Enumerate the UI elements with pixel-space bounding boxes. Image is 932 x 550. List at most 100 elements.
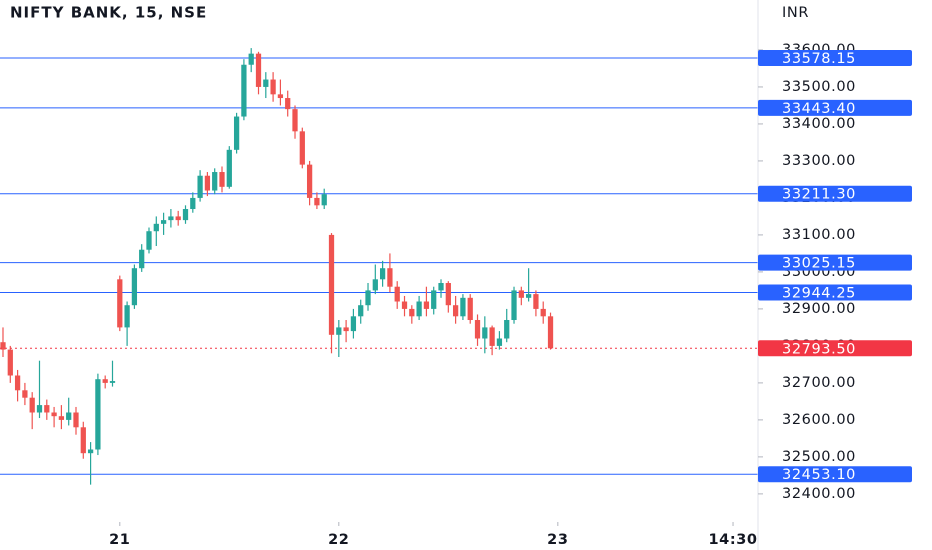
level-label: 33025.15 — [782, 256, 856, 272]
candle-body — [22, 390, 28, 398]
candle-body — [460, 297, 466, 317]
candle-body — [525, 294, 532, 298]
currency-label: INR — [782, 5, 809, 21]
level-box — [758, 185, 912, 202]
candle-body — [343, 327, 349, 332]
candle-body — [299, 131, 305, 165]
candle-body — [452, 305, 459, 317]
candle-body — [44, 405, 50, 413]
candle-body — [102, 379, 108, 383]
candle-body — [190, 197, 196, 210]
candle-body — [153, 223, 159, 232]
y-tick-label: 32400.00 — [782, 486, 856, 502]
level-box — [758, 284, 912, 301]
y-tick-label: 33400.00 — [782, 116, 856, 132]
y-tick-label: 33100.00 — [782, 227, 856, 243]
y-tick-label: 33300.00 — [782, 153, 856, 169]
chart-title: NIFTY BANK, 15, NSE — [10, 4, 207, 22]
y-tick-label: 32600.00 — [782, 412, 856, 428]
x-tick-label: 21 — [109, 532, 130, 548]
candle-body — [372, 279, 378, 291]
candle-body — [474, 320, 481, 339]
candle-body — [160, 220, 167, 224]
candle-body — [36, 405, 43, 413]
candle-body — [29, 397, 35, 413]
candle-body — [489, 327, 495, 346]
candle-body — [431, 290, 437, 309]
candle-body — [387, 268, 393, 287]
candle-body — [131, 268, 138, 306]
candle-body — [14, 375, 21, 391]
candle-body — [336, 327, 342, 335]
candle-body — [270, 79, 276, 95]
candle-body — [401, 301, 408, 309]
candle-body — [248, 53, 254, 65]
candle-body — [423, 301, 430, 309]
last-price-box — [758, 340, 912, 357]
level-label: 32453.10 — [782, 467, 856, 483]
candle-body — [212, 172, 218, 191]
candle-body — [482, 327, 488, 339]
candle-body — [321, 194, 327, 206]
candle-body — [226, 149, 232, 187]
y-tick-label: 32900.00 — [782, 301, 856, 317]
candle-body — [533, 294, 539, 309]
level-label: 32944.25 — [782, 286, 856, 302]
candle-body — [87, 449, 94, 454]
x-tick-label: 22 — [328, 532, 349, 548]
candle-body — [438, 283, 444, 291]
candle-body — [197, 175, 203, 198]
candle-body — [365, 290, 371, 306]
level-label: 33443.40 — [782, 101, 856, 117]
candle-body — [241, 64, 247, 117]
price-axis: 32400.0032500.0032600.0032700.0032800.00… — [758, 42, 912, 502]
candle-body — [109, 381, 116, 383]
candle-body — [95, 379, 101, 450]
level-box — [758, 99, 912, 116]
candle-body — [255, 53, 262, 87]
candle-body — [511, 290, 517, 321]
plot-area — [0, 48, 758, 485]
candle-body — [547, 316, 554, 349]
x-tick-label: 23 — [547, 532, 568, 548]
candle-body — [124, 305, 130, 328]
candle-body — [328, 234, 335, 335]
y-tick-label: 33500.00 — [782, 79, 856, 95]
candle-body — [277, 94, 284, 99]
level-label: 33578.15 — [782, 51, 856, 67]
candle-body — [204, 175, 211, 191]
candle-body — [51, 412, 57, 417]
candle-body — [182, 209, 189, 221]
candle-body — [66, 412, 72, 420]
candle-body — [306, 164, 313, 198]
candle-body — [540, 308, 546, 317]
price-axis-panel — [758, 0, 932, 550]
candle-body — [504, 320, 510, 339]
candle-body — [80, 427, 86, 454]
x-tick-label: 14:30 — [708, 532, 757, 548]
candle-body — [358, 305, 364, 317]
level-box — [758, 466, 912, 483]
candle-body — [219, 172, 225, 187]
candle-body — [445, 283, 451, 306]
candle-body — [117, 279, 123, 328]
candle-body — [292, 109, 298, 132]
level-label: 33211.30 — [782, 187, 856, 203]
candle-body — [263, 79, 269, 87]
last-price-label: 32793.50 — [782, 341, 856, 357]
level-box — [758, 50, 912, 67]
y-tick-label: 32500.00 — [782, 449, 856, 465]
y-tick-label: 32700.00 — [782, 375, 856, 391]
candle-body — [73, 412, 79, 428]
candle-body — [496, 338, 503, 346]
candle-body — [350, 316, 357, 332]
candle-body — [467, 297, 473, 321]
candle-body — [168, 216, 174, 221]
candle-body — [394, 286, 400, 302]
candle-body — [518, 290, 524, 298]
candle-body — [175, 216, 181, 221]
candle-body — [285, 98, 291, 110]
candle-body — [146, 231, 152, 250]
